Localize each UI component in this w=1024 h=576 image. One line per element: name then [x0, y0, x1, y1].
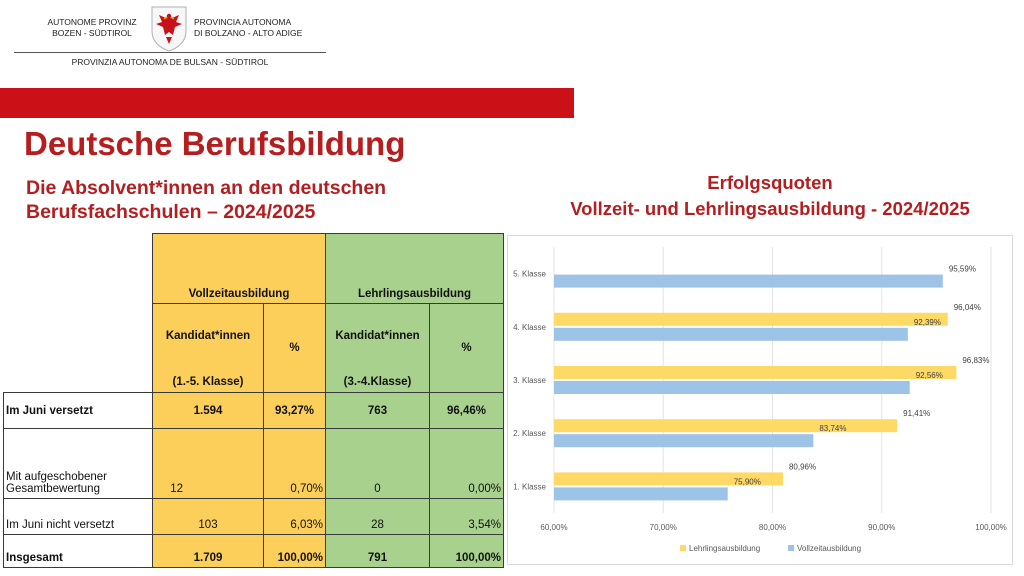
table-row: Mit aufgeschobener Gesamtbewertung 12 0,…: [3, 428, 504, 499]
legend-entry: Lehrlingsausbildung: [689, 544, 760, 553]
row-label: Im Juni versetzt: [3, 392, 153, 429]
category-label: 5. Klasse: [513, 270, 546, 279]
row-label-line1: Mit aufgeschobener: [6, 471, 108, 483]
data-label: 91,41%: [903, 409, 930, 418]
lehrling-count-cell: 763: [325, 392, 430, 429]
page-title: Deutsche Berufsbildung: [24, 125, 406, 162]
x-tick-label: 80,00%: [759, 523, 786, 532]
bar: [554, 419, 898, 433]
page-subtitle: Die Absolvent*innen an den deutschen Ber…: [26, 176, 486, 224]
vollzeit-range-label: (1.-5. Klasse): [172, 376, 244, 388]
bar: [554, 312, 948, 326]
subtitle-line2: Berufsfachschulen – 2024/2025: [26, 201, 316, 223]
category-label: 4. Klasse: [513, 323, 546, 332]
legend-swatch: [788, 545, 794, 551]
vollzeit-count-cell: 1.594: [152, 392, 264, 429]
lehrling-pct-header: %: [429, 303, 504, 393]
red-banner: [0, 88, 574, 118]
lehrling-kandidat-label: Kandidat*innen: [335, 330, 420, 342]
vollzeit-pct-cell: 0,70%: [263, 428, 326, 499]
chart-title-line2: Vollzeit- und Lehrlingsausbildung - 2024…: [570, 198, 970, 219]
lehrling-kandidat-header: Kandidat*innen (3.-4.Klasse): [325, 303, 430, 393]
header-ladin-name: PROVINZIA AUTONOMA DE BULSAN - SÜDTIROL: [71, 57, 269, 67]
header-logo-block: AUTONOME PROVINZ BOZEN - SÜDTIROL PROVIN…: [10, 2, 328, 72]
header-divider: [14, 52, 326, 53]
legend-swatch: [680, 545, 686, 551]
data-label: 96,83%: [962, 356, 989, 365]
success-rate-bar-chart: 60,00% 70,00% 80,00% 90,00% 100,00% 1. Klasse…: [513, 247, 1007, 553]
data-label: 75,90%: [734, 477, 761, 486]
header-left-line2: BOZEN - SÜDTIROL: [52, 28, 132, 38]
category-label: 2. Klasse: [513, 429, 546, 438]
eagle-crest-icon: [151, 6, 187, 52]
header-right-line1: PROVINCIA AUTONOMA: [194, 17, 292, 27]
bar: [554, 487, 728, 501]
table-row: Im Juni nicht versetzt 103 6,03% 28 3,54…: [3, 498, 504, 535]
vollzeit-pct-cell: 6,03%: [263, 498, 326, 535]
category-label: 3. Klasse: [513, 376, 546, 385]
bar: [554, 381, 910, 394]
table-row: Im Juni versetzt 1.594 93,27% 763 96,46%: [3, 392, 504, 429]
header-left-line1: AUTONOME PROVINZ: [47, 17, 137, 27]
lehrling-count-cell: 791: [325, 534, 430, 568]
table-corner-cell-2: [4, 304, 153, 393]
chart-title: Erfolgsquoten Vollzeit- und Lehrlingsaus…: [520, 170, 1020, 222]
lehrling-pct-cell: 100,00%: [429, 534, 504, 568]
row-label: Insgesamt: [3, 534, 153, 568]
table-row-total: Insgesamt 1.709 100,00% 791 100,00%: [3, 534, 504, 568]
bar: [554, 366, 957, 379]
data-label: 80,96%: [789, 462, 816, 471]
data-label: 83,74%: [819, 424, 846, 433]
x-tick-label: 90,00%: [868, 523, 895, 532]
bar: [554, 327, 908, 341]
vollzeit-pct-header: %: [263, 303, 326, 393]
vollzeit-kandidat-header: Kandidat*innen (1.-5. Klasse): [152, 303, 264, 393]
row-label: Im Juni nicht versetzt: [3, 498, 153, 535]
row-label-line2: Gesamtbewertung: [6, 483, 100, 495]
data-label: 95,59%: [949, 265, 976, 274]
vollzeit-pct-cell: 93,27%: [263, 392, 326, 429]
vollzeit-kandidat-label: Kandidat*innen: [165, 330, 251, 342]
vollzeit-count-cell: 12: [152, 428, 264, 499]
lehrling-count-cell: 28: [325, 498, 430, 535]
table-group-header-row: Vollzeitausbildung Lehrlingsausbildung: [4, 233, 504, 304]
row-label: Mit aufgeschobener Gesamtbewertung: [3, 428, 153, 499]
lehrling-pct-cell: 96,46%: [429, 392, 504, 429]
header-right-line2: DI BOLZANO - ALTO ADIGE: [194, 28, 303, 38]
x-tick-label: 100,00%: [975, 523, 1007, 532]
chart-title-line1: Erfolgsquoten: [707, 172, 833, 193]
data-label: 92,56%: [916, 371, 943, 380]
x-tick-label: 70,00%: [650, 523, 677, 532]
table-corner-cell: [4, 234, 153, 304]
bar: [554, 472, 783, 486]
lehrling-pct-cell: 3,54%: [429, 498, 504, 535]
data-label: 92,39%: [914, 318, 941, 327]
table-subheader-row: Kandidat*innen (1.-5. Klasse) % Kandidat…: [4, 303, 504, 393]
vollzeit-count-cell: 103: [152, 498, 264, 535]
lehrling-pct-cell: 0,00%: [429, 428, 504, 499]
vollzeit-count-cell: 1.709: [152, 534, 264, 568]
category-label: 1. Klasse: [513, 482, 546, 491]
bar: [554, 434, 814, 448]
chart-frame: [507, 235, 1013, 565]
vollzeit-pct-cell: 100,00%: [263, 534, 326, 568]
subtitle-line1: Die Absolvent*innen an den deutschen: [26, 177, 387, 199]
legend-entry: Vollzeitausbildung: [797, 544, 861, 553]
bar: [554, 274, 943, 288]
header-italian-name: PROVINCIA AUTONOMA DI BOLZANO - ALTO ADI…: [194, 17, 334, 39]
graduates-table: Vollzeitausbildung Lehrlingsausbildung K…: [3, 233, 504, 568]
data-label: 96,04%: [954, 303, 981, 312]
group-header-lehrling: Lehrlingsausbildung: [325, 233, 504, 304]
group-header-vollzeit: Vollzeitausbildung: [152, 233, 326, 304]
lehrling-count-cell: 0: [325, 428, 430, 499]
header-german-name: AUTONOME PROVINZ BOZEN - SÜDTIROL: [34, 17, 150, 39]
lehrling-range-label: (3.-4.Klasse): [343, 376, 412, 388]
x-tick-label: 60,00%: [540, 523, 567, 532]
